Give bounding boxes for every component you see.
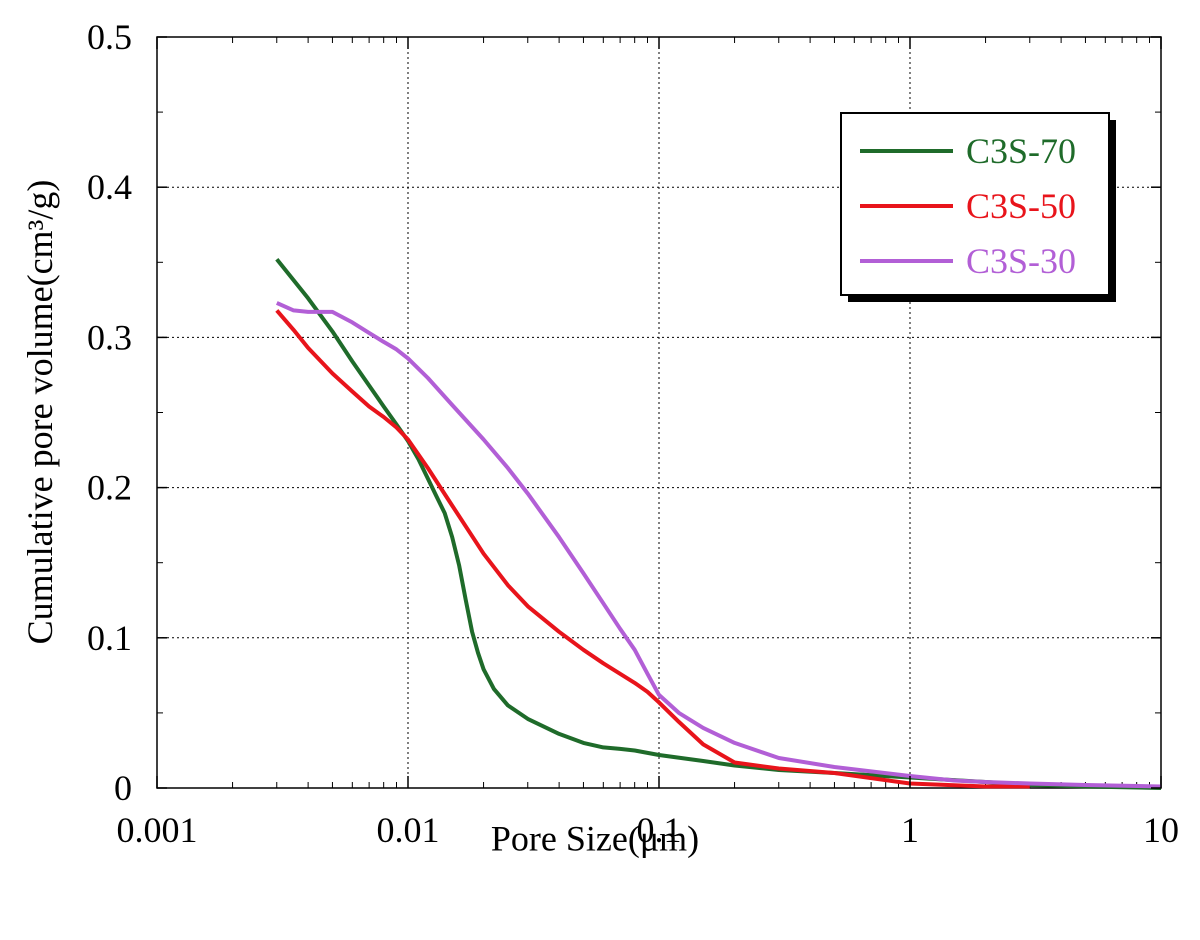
- y-tick-label: 0.5: [87, 17, 132, 57]
- x-tick-label: 10: [1143, 810, 1179, 850]
- x-tick-label: 1: [901, 810, 919, 850]
- x-axis-title: Pore Size(μm): [491, 819, 699, 859]
- x-axis: 0.001 0.01 0.1 1 10: [117, 37, 1179, 850]
- x-tick-label: 0.001: [117, 810, 198, 850]
- legend-label: C3S-30: [966, 241, 1076, 281]
- series-line-c3s-50: [275, 309, 1030, 789]
- legend-label: C3S-70: [966, 131, 1076, 171]
- y-axis: 0 0.1 0.2 0.3 0.4 0.5: [87, 17, 1161, 808]
- legend-label: C3S-50: [966, 186, 1076, 226]
- x-tick-label: 0.1: [637, 810, 682, 850]
- series-line-c3s-70: [275, 258, 1162, 790]
- legend: C3S-70 C3S-50 C3S-30: [840, 112, 1116, 302]
- y-tick-label: 0.2: [87, 468, 132, 508]
- series-line-c3s-30: [275, 301, 1162, 789]
- y-tick-label: 0.4: [87, 167, 132, 207]
- y-tick-label: 0.3: [87, 317, 132, 357]
- series-group: [275, 258, 1162, 790]
- y-axis-title: Cumulative pore volume(cm³/g): [20, 180, 60, 645]
- y-tick-label: 0: [114, 768, 132, 808]
- x-tick-label: 0.01: [377, 810, 440, 850]
- y-tick-label: 0.1: [87, 618, 132, 658]
